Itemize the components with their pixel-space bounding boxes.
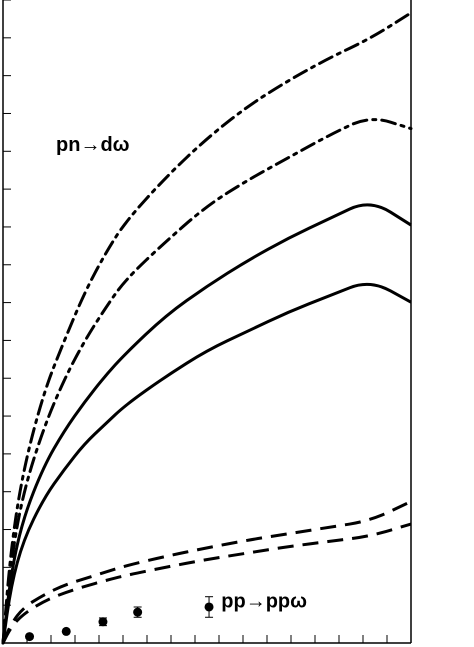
annotation-pp-pp-omega: pp→ppω bbox=[221, 591, 307, 613]
data-point-4 bbox=[204, 602, 214, 612]
series-line-dashed-5 bbox=[1, 522, 412, 644]
series-line-solid-2 bbox=[1, 203, 412, 644]
series-line-solid-3 bbox=[1, 282, 412, 644]
series-line-dashed-4 bbox=[1, 500, 412, 644]
chart-series bbox=[1, 11, 413, 645]
data-point-2 bbox=[98, 617, 108, 627]
data-point-0 bbox=[25, 632, 35, 642]
data-point-3 bbox=[133, 607, 143, 617]
series-line-dash-dot-1 bbox=[1, 118, 413, 645]
series-line-dash-dot-0 bbox=[1, 11, 413, 645]
annotation-pn-d-omega: pn→dω bbox=[56, 134, 130, 156]
chart-data-points bbox=[25, 596, 214, 642]
chart-axes bbox=[2, 0, 412, 644]
data-point-1 bbox=[61, 626, 71, 636]
